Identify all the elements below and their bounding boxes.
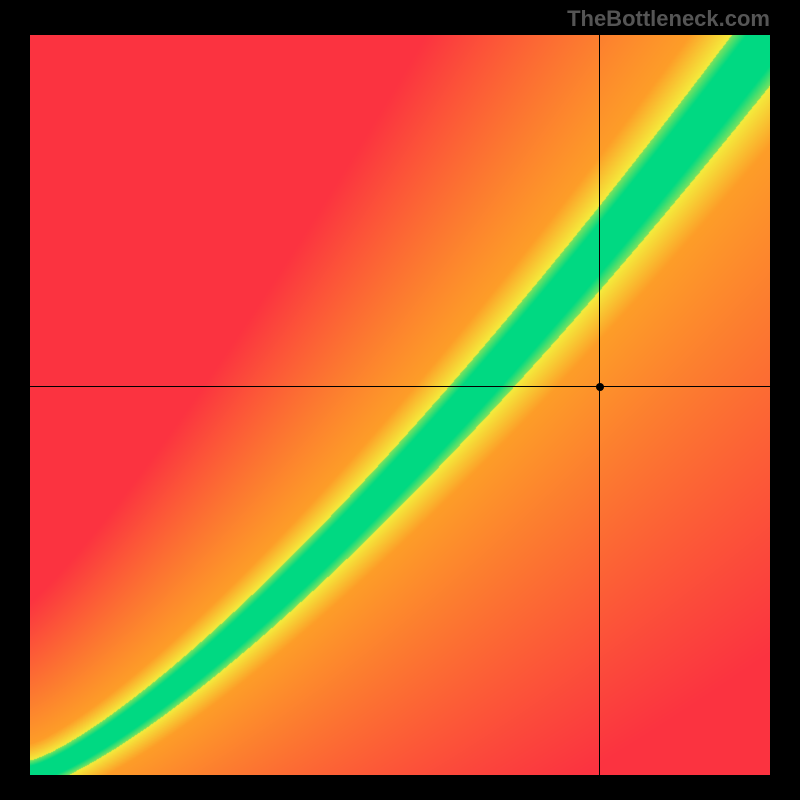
chart-container: TheBottleneck.com bbox=[0, 0, 800, 800]
crosshair-horizontal bbox=[30, 386, 770, 387]
crosshair-vertical bbox=[599, 35, 600, 775]
heatmap-canvas bbox=[30, 35, 770, 775]
watermark-text: TheBottleneck.com bbox=[567, 6, 770, 32]
selection-marker bbox=[596, 383, 604, 391]
heatmap-plot bbox=[30, 35, 770, 775]
